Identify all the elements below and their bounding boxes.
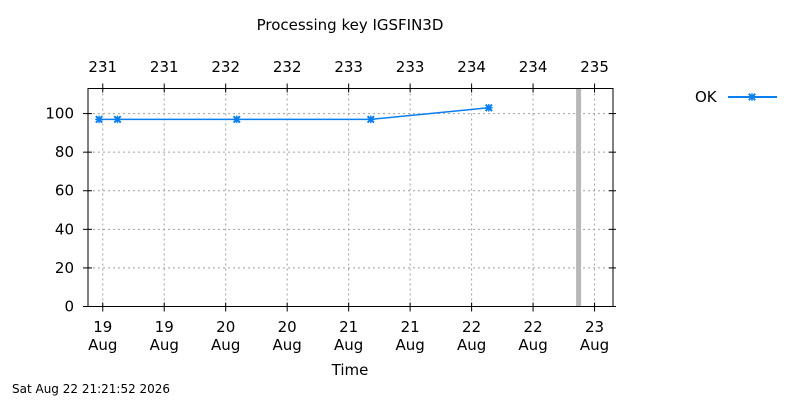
x-tick-label-day: 21 <box>339 318 358 336</box>
top-tick-label: 234 <box>519 58 548 76</box>
x-tick-labels: 19Aug19Aug20Aug20Aug21Aug21Aug22Aug22Aug… <box>88 318 609 354</box>
top-tick-label: 231 <box>88 58 117 76</box>
top-tick-label: 232 <box>211 58 240 76</box>
x-tick-label-month: Aug <box>518 336 547 354</box>
y-tick-label: 0 <box>64 298 74 316</box>
top-tick-label: 235 <box>580 58 609 76</box>
x-tick-label-day: 20 <box>278 318 297 336</box>
ticks <box>83 83 616 312</box>
data-point-ok <box>95 115 103 124</box>
top-tick-label: 232 <box>273 58 302 76</box>
timestamp: Sat Aug 22 21:21:52 2026 <box>12 382 171 396</box>
y-tick-label: 80 <box>55 143 74 161</box>
top-tick-labels: 231 231 232 232 233 233 234 234 235 <box>88 58 608 76</box>
y-tick-label: 60 <box>55 182 74 200</box>
x-tick-label-month: Aug <box>88 336 117 354</box>
y-tick-label: 100 <box>45 105 74 123</box>
grid <box>88 88 613 307</box>
data-point-ok <box>484 103 493 112</box>
x-tick-label-day: 22 <box>524 318 543 336</box>
x-tick-label-month: Aug <box>334 336 363 354</box>
legend-marker-ok <box>748 93 756 101</box>
x-tick-label-day: 19 <box>93 318 112 336</box>
x-tick-label-day: 23 <box>585 318 604 336</box>
x-tick-label-month: Aug <box>150 336 179 354</box>
y-tick-label: 40 <box>55 220 74 238</box>
plot-frame <box>87 88 614 307</box>
data-point-ok <box>232 115 241 124</box>
legend: OK <box>695 88 777 106</box>
series-layer <box>95 103 493 124</box>
top-tick-label: 231 <box>150 58 179 76</box>
y-tick-label: 20 <box>55 259 74 277</box>
data-point-ok <box>113 115 122 124</box>
x-tick-label-day: 19 <box>155 318 174 336</box>
current-time-marker <box>576 88 582 307</box>
x-axis-label: Time <box>331 361 369 379</box>
chart-title: Processing key IGSFIN3D <box>257 16 444 34</box>
x-tick-label-day: 21 <box>401 318 420 336</box>
x-tick-label-month: Aug <box>211 336 240 354</box>
legend-marker-glyph <box>748 93 756 101</box>
top-tick-label: 233 <box>334 58 363 76</box>
x-tick-label-month: Aug <box>273 336 302 354</box>
legend-label-ok: OK <box>695 88 718 106</box>
x-tick-label-month: Aug <box>580 336 609 354</box>
x-tick-label-month: Aug <box>395 336 424 354</box>
x-tick-label-month: Aug <box>457 336 486 354</box>
x-tick-label-day: 22 <box>462 318 481 336</box>
current-time-marker-group <box>576 88 582 307</box>
data-point-ok <box>366 115 375 124</box>
top-tick-label: 234 <box>457 58 486 76</box>
top-tick-label: 233 <box>396 58 425 76</box>
y-tick-labels: 0 20 40 60 80 100 <box>45 105 74 316</box>
x-tick-label-day: 20 <box>216 318 235 336</box>
